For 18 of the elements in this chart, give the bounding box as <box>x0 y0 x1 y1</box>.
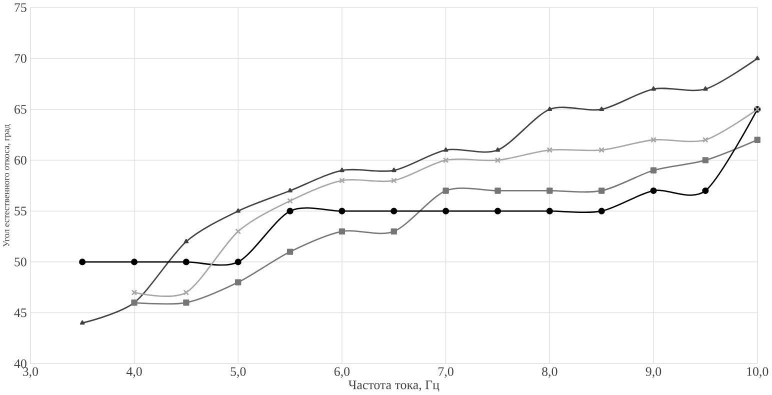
y-tick-label: 55 <box>14 206 26 216</box>
x-tick-label: 8,0 <box>542 367 558 378</box>
x-tick-label: 4,0 <box>126 367 142 378</box>
x-tick-label: 10,0 <box>747 367 768 378</box>
y-tick-label: 40 <box>14 359 26 368</box>
x-tick-label: 5,0 <box>230 367 246 378</box>
y-tick-label: 45 <box>14 308 26 318</box>
y-tick-label: 75 <box>14 3 26 12</box>
x-tick-label: 3,0 <box>22 367 38 378</box>
y-tick-label: 60 <box>14 156 26 165</box>
x-tick-label: 7,0 <box>438 367 454 378</box>
y-axis-title: Угол естественного откоса, град <box>3 124 12 247</box>
x-tick-label: 6,0 <box>334 367 350 378</box>
y-tick-label: 70 <box>14 54 26 63</box>
x-axis-title: Частота тока, Гц <box>348 380 440 392</box>
y-tick-label: 50 <box>14 258 26 266</box>
x-tick-label: 9,0 <box>646 367 662 378</box>
y-tick-label: 65 <box>14 105 26 114</box>
